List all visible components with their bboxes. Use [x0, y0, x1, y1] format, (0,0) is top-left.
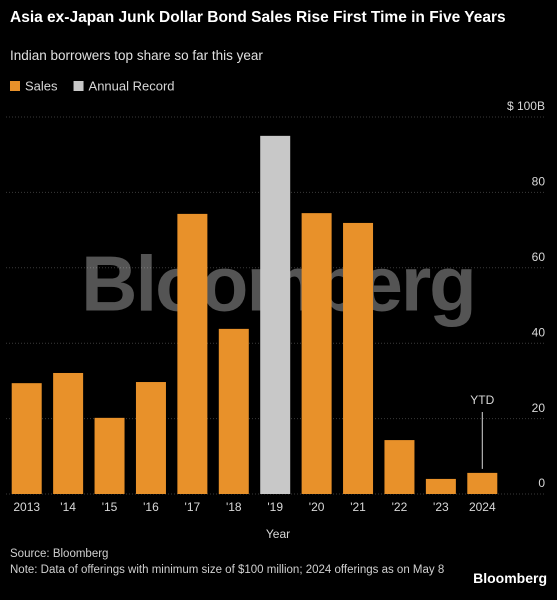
x-tick-label: '15: [102, 500, 118, 514]
x-tick-label: '22: [392, 500, 408, 514]
bar: [53, 372, 84, 494]
x-tick-label: '20: [309, 500, 325, 514]
x-tick-label: '14: [60, 500, 76, 514]
bar: [467, 472, 498, 494]
source: Source: Bloomberg: [10, 548, 109, 560]
x-tick-label: '19: [267, 500, 283, 514]
bar: [260, 135, 291, 494]
x-axis-label: Year: [266, 527, 290, 541]
bar: [11, 383, 42, 494]
annotation: YTD: [470, 393, 494, 407]
y-tick-label: 40: [532, 325, 546, 339]
legend-label: Sales: [25, 78, 58, 93]
y-tick-label: $ 100B: [507, 99, 545, 113]
bar: [218, 328, 249, 494]
y-tick-label: 20: [532, 401, 546, 415]
x-tick-label: '18: [226, 500, 242, 514]
bar: [177, 213, 208, 494]
logo: Bloomberg: [473, 570, 547, 586]
bar: [135, 382, 166, 494]
legend-swatch: [73, 81, 84, 91]
x-tick-label: '23: [433, 500, 449, 514]
x-tick-label: 2024: [469, 500, 496, 514]
x-tick-label: '21: [350, 500, 366, 514]
bar: [384, 440, 415, 494]
y-tick-label: 60: [532, 250, 546, 264]
chart-subtitle: Indian borrowers top share so far this y…: [10, 48, 263, 63]
chart-title: Asia ex-Japan Junk Dollar Bond Sales Ris…: [10, 9, 506, 26]
legend-swatch: [10, 81, 20, 91]
x-tick-label: '16: [143, 500, 159, 514]
y-tick-label: 80: [532, 175, 546, 189]
note: Note: Data of offerings with minimum siz…: [10, 564, 445, 576]
y-tick-label: 0: [538, 476, 545, 490]
bar: [343, 222, 374, 494]
bar: [425, 478, 456, 494]
legend-label: Annual Record: [89, 78, 175, 93]
bar: [94, 417, 125, 494]
x-tick-label: '17: [185, 500, 201, 514]
x-tick-label: 2013: [13, 500, 40, 514]
bar: [301, 213, 332, 494]
